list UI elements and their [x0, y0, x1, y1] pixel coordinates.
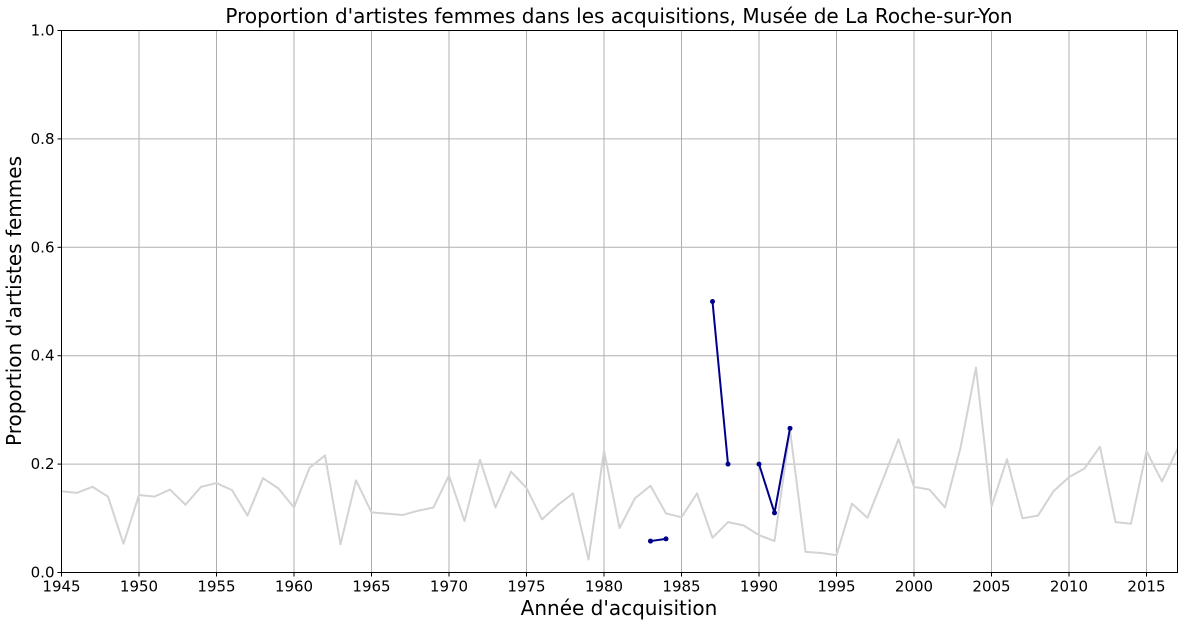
x-tick-label: 2005 [972, 578, 1010, 596]
x-tick-label: 1985 [662, 578, 700, 596]
y-tick-label: 0.8 [31, 130, 55, 148]
data-point [787, 425, 793, 431]
x-tick-label: 1955 [197, 578, 235, 596]
series-layer [61, 299, 1179, 561]
series-line [61, 366, 1179, 561]
y-axis-label: Proportion d'artistes femmes [2, 156, 26, 446]
series-1 [648, 299, 793, 544]
x-tick-label: 1990 [740, 578, 778, 596]
data-point [710, 299, 715, 304]
x-tick-label: 1975 [507, 578, 545, 596]
x-tick-label: 2010 [1050, 578, 1088, 596]
x-tick-label: 1960 [275, 578, 313, 596]
x-tick-label: 2015 [1127, 578, 1165, 596]
x-tick-label: 1980 [585, 578, 623, 596]
plot-frame [61, 30, 1178, 573]
x-tick-label: 2000 [895, 578, 933, 596]
data-point [648, 538, 653, 544]
series-line [650, 537, 667, 543]
y-tick-label: 1.0 [31, 22, 55, 40]
y-tick-label: 0.0 [31, 564, 55, 582]
x-tick-label: 1965 [352, 578, 390, 596]
x-tick-label: 1970 [430, 578, 468, 596]
data-point [756, 461, 762, 467]
y-tick-label: 0.6 [31, 238, 55, 256]
data-point [725, 461, 731, 467]
series-line [711, 301, 729, 465]
y-tick-label: 0.4 [31, 347, 55, 365]
x-axis-label: Année d'acquisition [521, 596, 718, 620]
series-line [758, 428, 791, 514]
series-0 [61, 366, 1179, 561]
grid-lines [61, 30, 1178, 573]
data-point [663, 536, 669, 542]
chart-title: Proportion d'artistes femmes dans les ac… [225, 4, 1012, 28]
axis-ticks: 1945 1950 1955 1960 1965 1970 1975 1980 1985 1990… [31, 22, 1166, 596]
x-tick-label: 1945 [42, 578, 80, 596]
y-tick-label: 0.2 [31, 455, 55, 473]
x-tick-label: 1995 [817, 578, 855, 596]
data-point [772, 510, 777, 516]
x-tick-label: 1950 [120, 578, 158, 596]
